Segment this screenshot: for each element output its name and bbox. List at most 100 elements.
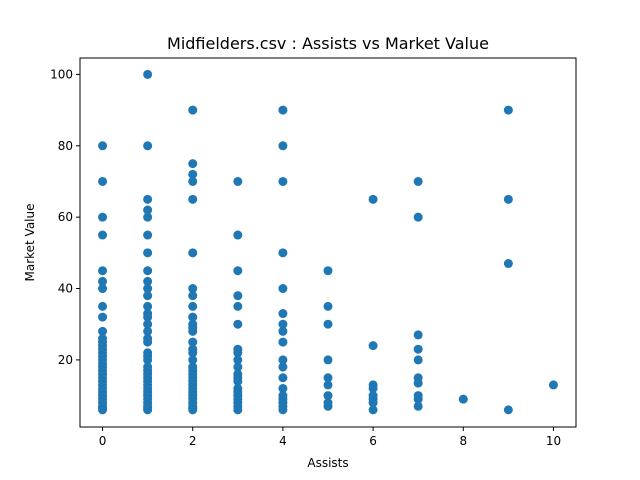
data-point — [323, 355, 333, 365]
data-point — [278, 319, 288, 329]
x-axis-label: Assists — [307, 456, 348, 470]
data-point — [143, 141, 153, 151]
data-point — [143, 319, 153, 329]
data-point — [278, 362, 288, 372]
data-point — [98, 326, 108, 336]
data-point — [278, 284, 288, 294]
x-axis-ticks: 0 2 4 6 8 10 — [99, 427, 561, 448]
x-tick-label: 10 — [546, 434, 561, 448]
data-point — [413, 401, 423, 411]
y-axis-label: Market Value — [23, 203, 37, 281]
data-point — [98, 301, 108, 311]
data-point — [278, 326, 288, 336]
data-point — [278, 309, 288, 319]
data-point — [98, 284, 108, 294]
data-point — [413, 176, 423, 186]
data-point — [98, 176, 108, 186]
y-tick-label: 40 — [58, 282, 73, 296]
data-point — [188, 105, 198, 115]
y-tick-label: 80 — [58, 139, 73, 153]
data-point — [98, 141, 108, 151]
data-point — [143, 291, 153, 301]
data-point — [98, 230, 108, 240]
data-point — [278, 141, 288, 151]
y-axis-ticks: 20 40 60 80 100 — [50, 67, 80, 367]
y-tick-label: 20 — [58, 353, 73, 367]
data-point — [233, 319, 243, 329]
data-point — [98, 266, 108, 276]
data-point — [368, 383, 378, 393]
data-point — [188, 326, 198, 336]
data-point — [278, 405, 288, 415]
data-point — [368, 194, 378, 204]
data-point — [323, 401, 333, 411]
data-point — [233, 291, 243, 301]
data-point — [143, 194, 153, 204]
data-point — [278, 355, 288, 365]
data-point — [323, 319, 333, 329]
data-point — [188, 405, 198, 415]
points-layer — [98, 69, 558, 415]
data-point — [233, 176, 243, 186]
data-point — [188, 284, 198, 294]
data-point — [368, 341, 378, 351]
data-point — [458, 394, 468, 404]
data-point — [323, 301, 333, 311]
x-tick-label: 8 — [459, 434, 467, 448]
data-point — [278, 248, 288, 258]
data-point — [278, 176, 288, 186]
data-point — [233, 348, 243, 358]
data-point — [548, 380, 558, 390]
y-tick-label: 60 — [58, 210, 73, 224]
data-point — [413, 344, 423, 354]
data-point — [188, 348, 198, 358]
x-tick-label: 4 — [279, 434, 287, 448]
data-point — [143, 230, 153, 240]
data-point — [143, 212, 153, 222]
data-point — [368, 398, 378, 408]
data-point — [503, 105, 513, 115]
data-point — [98, 212, 108, 222]
data-point — [278, 105, 288, 115]
data-point — [323, 391, 333, 401]
data-point — [188, 337, 198, 347]
data-point — [323, 373, 333, 383]
data-point — [143, 405, 153, 415]
data-point — [143, 69, 153, 79]
data-point — [188, 159, 198, 169]
data-point — [188, 355, 198, 365]
data-point — [188, 312, 198, 322]
data-point — [323, 380, 333, 390]
data-point — [278, 383, 288, 393]
data-point — [188, 176, 198, 186]
data-point — [413, 330, 423, 340]
data-point — [233, 355, 243, 365]
data-point — [278, 337, 288, 347]
data-point — [233, 266, 243, 276]
data-point — [98, 276, 108, 286]
data-point — [188, 169, 198, 179]
data-point — [413, 212, 423, 222]
data-point — [233, 301, 243, 311]
data-point — [188, 248, 198, 258]
data-point — [143, 284, 153, 294]
data-point — [143, 355, 153, 365]
data-point — [233, 362, 243, 372]
data-point — [503, 259, 513, 269]
data-point — [188, 194, 198, 204]
data-point — [233, 376, 243, 386]
data-point — [233, 230, 243, 240]
data-point — [413, 378, 423, 388]
data-point — [413, 394, 423, 404]
chart-title: Midfielders.csv : Assists vs Market Valu… — [167, 34, 489, 53]
data-point — [278, 373, 288, 383]
data-point — [188, 301, 198, 311]
x-tick-label: 2 — [189, 434, 197, 448]
x-tick-label: 0 — [99, 434, 107, 448]
data-point — [413, 355, 423, 365]
data-point — [188, 291, 198, 301]
data-point — [143, 248, 153, 258]
data-point — [323, 266, 333, 276]
